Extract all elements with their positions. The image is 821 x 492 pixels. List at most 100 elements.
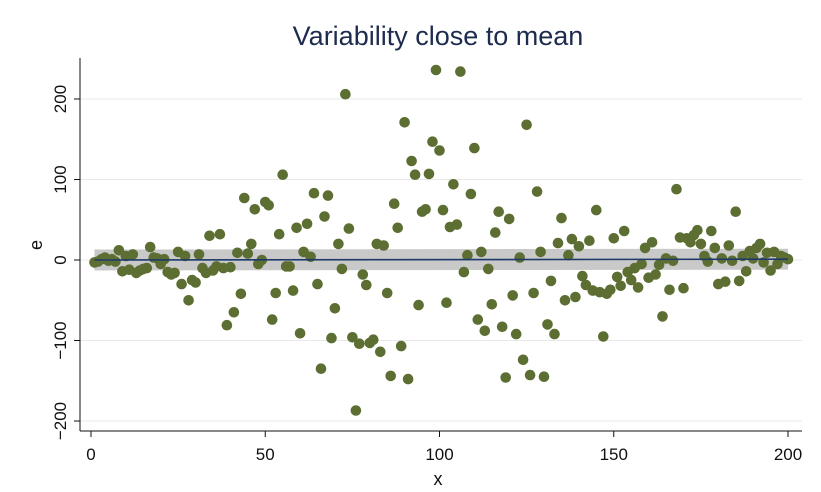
scatter-point-187 <box>740 266 752 277</box>
scatter-point-117 <box>496 321 508 333</box>
x-axis-label: x <box>434 469 443 489</box>
scatter-point-97 <box>427 136 438 147</box>
scatter-point-56 <box>284 261 295 272</box>
scatter-point-169 <box>678 282 689 294</box>
chart-title: Variability close to mean <box>293 21 584 51</box>
scatter-point-66 <box>319 211 330 222</box>
scatter-point-77 <box>357 269 369 280</box>
scatter-point-116 <box>493 206 505 217</box>
scatter-point-6 <box>110 256 121 267</box>
scatter-point-99 <box>434 145 445 156</box>
scatter-point-65 <box>315 363 327 375</box>
y-tick-label-2: 0 <box>51 255 70 264</box>
scatter-point-71 <box>336 263 348 275</box>
scatter-point-111 <box>476 246 487 258</box>
x-tick-label-4: 200 <box>774 445 802 464</box>
scatter-point-166 <box>667 255 679 267</box>
scatter-point-90 <box>402 373 414 385</box>
scatter-point-194 <box>765 265 776 276</box>
scatter-point-144 <box>591 204 602 216</box>
scatter-point-61 <box>301 218 313 230</box>
scatter-point-134 <box>556 212 567 224</box>
scatter-point-131 <box>545 275 557 287</box>
y-tick-label-3: 100 <box>51 165 70 193</box>
scatter-points <box>89 64 794 416</box>
scatter-point-176 <box>702 256 714 267</box>
scatter-point-38 <box>221 319 233 331</box>
scatter-point-45 <box>246 238 257 250</box>
scatter-point-93 <box>413 299 424 311</box>
scatter-point-191 <box>754 238 766 250</box>
y-tick-label-1: −100 <box>51 321 70 359</box>
scatter-point-122 <box>514 252 525 263</box>
scatter-point-185 <box>733 275 745 287</box>
scatter-point-152 <box>618 225 630 237</box>
scatter-point-46 <box>249 204 261 215</box>
scatter-point-57 <box>287 285 299 296</box>
scatter-point-27 <box>183 295 194 306</box>
scatter-point-101 <box>441 297 452 309</box>
x-tick-label-0: 0 <box>86 445 95 464</box>
scatter-point-87 <box>392 222 404 234</box>
scatter-point-69 <box>329 303 341 314</box>
scatter-point-40 <box>228 307 240 318</box>
scatter-point-127 <box>531 186 543 197</box>
scatter-point-177 <box>706 225 717 237</box>
scatter-point-63 <box>308 187 320 199</box>
scatter-point-154 <box>625 274 637 286</box>
scatter-point-150 <box>611 271 623 283</box>
y-tick-label-4: 200 <box>51 85 70 113</box>
scatter-point-189 <box>747 253 759 264</box>
scatter-point-161 <box>650 269 661 280</box>
scatter-point-136 <box>563 249 574 261</box>
scatter-point-140 <box>577 270 588 282</box>
scatter-point-135 <box>559 295 571 306</box>
scatter-point-89 <box>399 117 410 128</box>
scatter-point-163 <box>657 311 668 322</box>
scatter-point-149 <box>608 233 620 244</box>
scatter-point-50 <box>263 200 275 211</box>
scatter-point-137 <box>566 233 578 245</box>
scatter-point-83 <box>378 240 390 251</box>
scatter-point-105 <box>455 66 466 77</box>
scatter-point-74 <box>347 332 358 343</box>
scatter-point-103 <box>448 179 459 190</box>
scatter-point-23 <box>169 267 180 279</box>
scatter-point-157 <box>636 258 647 270</box>
scatter-point-148 <box>605 284 616 296</box>
scatter-point-132 <box>549 328 560 340</box>
fit-line <box>94 258 789 261</box>
scatter-point-75 <box>350 405 362 416</box>
x-tick-label-2: 100 <box>425 445 453 464</box>
scatter-point-72 <box>340 88 351 100</box>
scatter-point-151 <box>615 280 626 292</box>
scatter-point-183 <box>726 255 738 267</box>
scatter-point-70 <box>333 238 344 250</box>
scatter-point-82 <box>375 346 386 358</box>
fit-line-layer <box>94 258 789 261</box>
scatter-point-29 <box>190 277 201 288</box>
y-tick-label-0: −200 <box>51 402 70 440</box>
scatter-point-80 <box>368 334 379 346</box>
y-axis-ticks: −200 −100 0 100 200 <box>51 85 80 440</box>
scatter-point-167 <box>671 183 682 195</box>
scatter-point-133 <box>552 237 564 249</box>
scatter-point-118 <box>500 372 512 383</box>
scatter-point-174 <box>695 238 707 250</box>
scatter-point-156 <box>632 282 644 293</box>
scatter-point-181 <box>720 276 731 288</box>
scatter-point-43 <box>239 192 250 204</box>
scatter-point-73 <box>343 223 355 234</box>
scatter-point-68 <box>326 332 337 344</box>
scatter-point-120 <box>507 290 518 301</box>
scatter-point-108 <box>465 188 477 200</box>
scatter-point-110 <box>472 314 484 325</box>
scatter-point-36 <box>214 228 226 240</box>
scatter-point-98 <box>430 64 442 76</box>
scatter-point-138 <box>570 291 581 303</box>
scatter-point-113 <box>483 263 494 275</box>
scatter-point-180 <box>716 253 728 264</box>
scatter-point-146 <box>598 331 609 342</box>
scatter-point-182 <box>723 240 735 251</box>
